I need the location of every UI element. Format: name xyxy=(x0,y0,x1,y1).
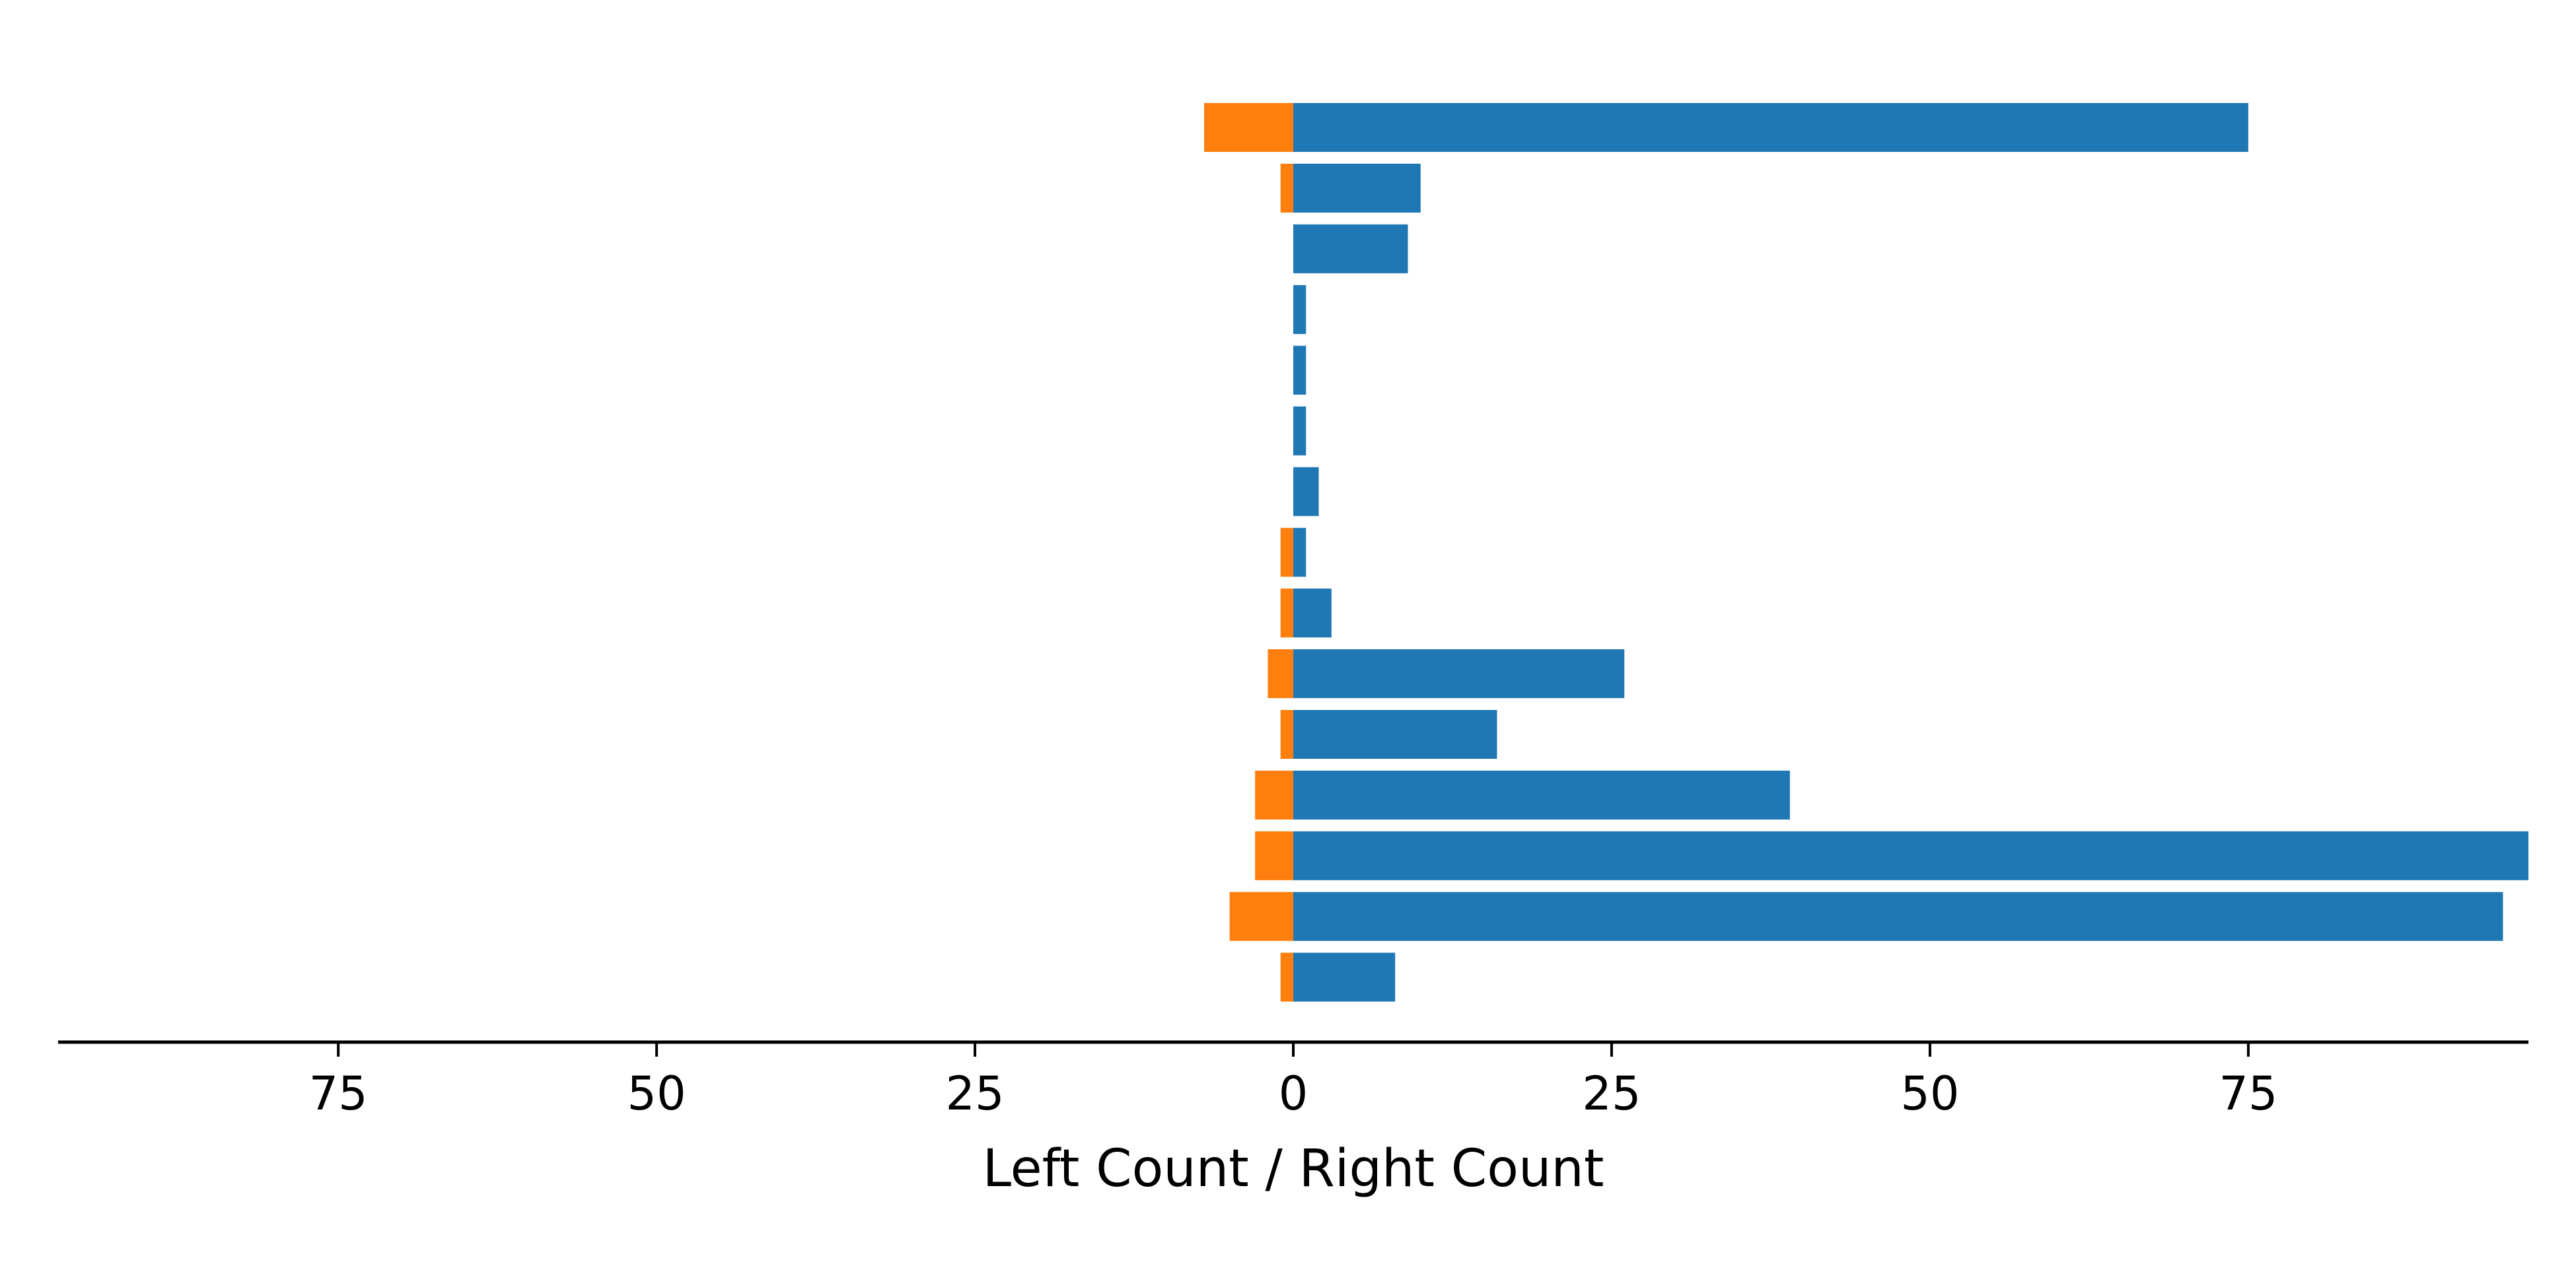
left-bars xyxy=(1204,103,1293,1002)
x-tick-label: 75 xyxy=(309,1067,368,1121)
right-bars xyxy=(1293,103,2528,1002)
right-bar-3 xyxy=(1293,224,1408,273)
x-tick-label: 50 xyxy=(627,1067,686,1121)
x-tick-label: 25 xyxy=(1582,1067,1641,1121)
right-bar-10 xyxy=(1293,649,1625,699)
left-bar-11 xyxy=(1280,710,1293,759)
left-bar-9 xyxy=(1280,588,1293,638)
x-tick-label: 25 xyxy=(946,1067,1005,1121)
x-tick-label: 75 xyxy=(2219,1067,2277,1121)
right-bar-11 xyxy=(1293,710,1497,759)
left-bar-1 xyxy=(1204,103,1293,152)
right-bar-9 xyxy=(1293,588,1332,638)
x-axis-label: Left Count / Right Count xyxy=(983,1139,1604,1199)
x-tick-label: 0 xyxy=(1279,1067,1308,1121)
left-bar-8 xyxy=(1280,528,1293,577)
left-bar-12 xyxy=(1255,770,1293,820)
left-bar-2 xyxy=(1280,163,1293,213)
right-bar-13 xyxy=(1293,831,2528,880)
right-bar-1 xyxy=(1293,103,2248,152)
right-bar-7 xyxy=(1293,467,1319,516)
right-bar-12 xyxy=(1293,770,1790,820)
right-bar-4 xyxy=(1293,285,1306,334)
right-bar-5 xyxy=(1293,345,1306,395)
x-axis-ticks: 75 50 25 0 25 50 75 xyxy=(309,1042,2277,1121)
left-bar-15 xyxy=(1280,952,1293,1002)
x-tick-label: 50 xyxy=(1900,1067,1959,1121)
left-bar-13 xyxy=(1255,831,1293,880)
left-bar-10 xyxy=(1268,649,1293,699)
left-bar-14 xyxy=(1229,892,1293,941)
right-bar-2 xyxy=(1293,163,1421,213)
right-bar-6 xyxy=(1293,406,1306,456)
right-bar-15 xyxy=(1293,952,1396,1002)
right-bar-8 xyxy=(1293,528,1306,577)
right-bar-14 xyxy=(1293,892,2503,941)
